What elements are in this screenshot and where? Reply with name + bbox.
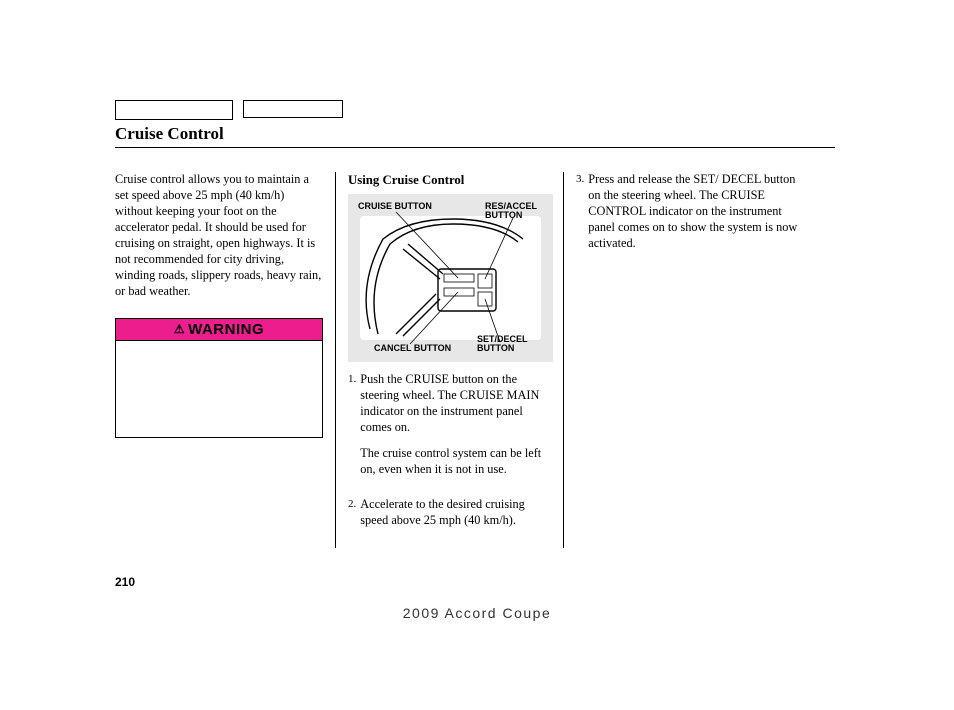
diagram-label-set-decel-button: SET/DECEL BUTTON: [477, 335, 537, 354]
warning-label: WARNING: [188, 320, 264, 340]
step-3: 3. Press and release the SET/ DECEL butt…: [576, 172, 803, 262]
intro-paragraph: Cruise control allows you to maintain a …: [115, 172, 323, 300]
diagram-label-res-accel-button: RES/ACCEL BUTTON: [485, 202, 543, 221]
column-3: 3. Press and release the SET/ DECEL butt…: [563, 172, 803, 548]
step-2: 2. Accelerate to the desired cruising sp…: [348, 497, 551, 539]
header-placeholder-boxes: [115, 100, 835, 120]
step-number: 2.: [348, 497, 360, 539]
column-2: Using Cruise Control CRUISE BUTTON RES/A…: [335, 172, 563, 548]
page-footer: 2009 Accord Coupe: [0, 605, 954, 621]
warning-box: ⚠ WARNING: [115, 318, 323, 438]
step-1: 1. Push the CRUISE button on the steerin…: [348, 372, 551, 488]
column-1: Cruise control allows you to maintain a …: [115, 172, 335, 548]
diagram-label-cruise-button: CRUISE BUTTON: [358, 202, 432, 211]
warning-icon: ⚠: [174, 322, 185, 338]
diagram-label-cancel-button: CANCEL BUTTON: [374, 344, 451, 353]
page-number: 210: [115, 575, 135, 589]
step-number: 1.: [348, 372, 360, 488]
steering-wheel-diagram: CRUISE BUTTON RES/ACCEL BUTTON CANCEL BU…: [348, 194, 553, 362]
step-2-para-1: Accelerate to the desired cruising speed…: [360, 497, 551, 529]
using-cruise-control-heading: Using Cruise Control: [348, 172, 551, 189]
header-box-2: [243, 100, 343, 118]
step-number: 3.: [576, 172, 588, 262]
step-1-para-2: The cruise control system can be left on…: [360, 446, 551, 478]
step-1-para-1: Push the CRUISE button on the steering w…: [360, 372, 551, 436]
page-title: Cruise Control: [115, 124, 835, 148]
header-box-1: [115, 100, 233, 120]
step-3-para-1: Press and release the SET/ DECEL button …: [588, 172, 803, 252]
warning-header: ⚠ WARNING: [116, 319, 322, 341]
